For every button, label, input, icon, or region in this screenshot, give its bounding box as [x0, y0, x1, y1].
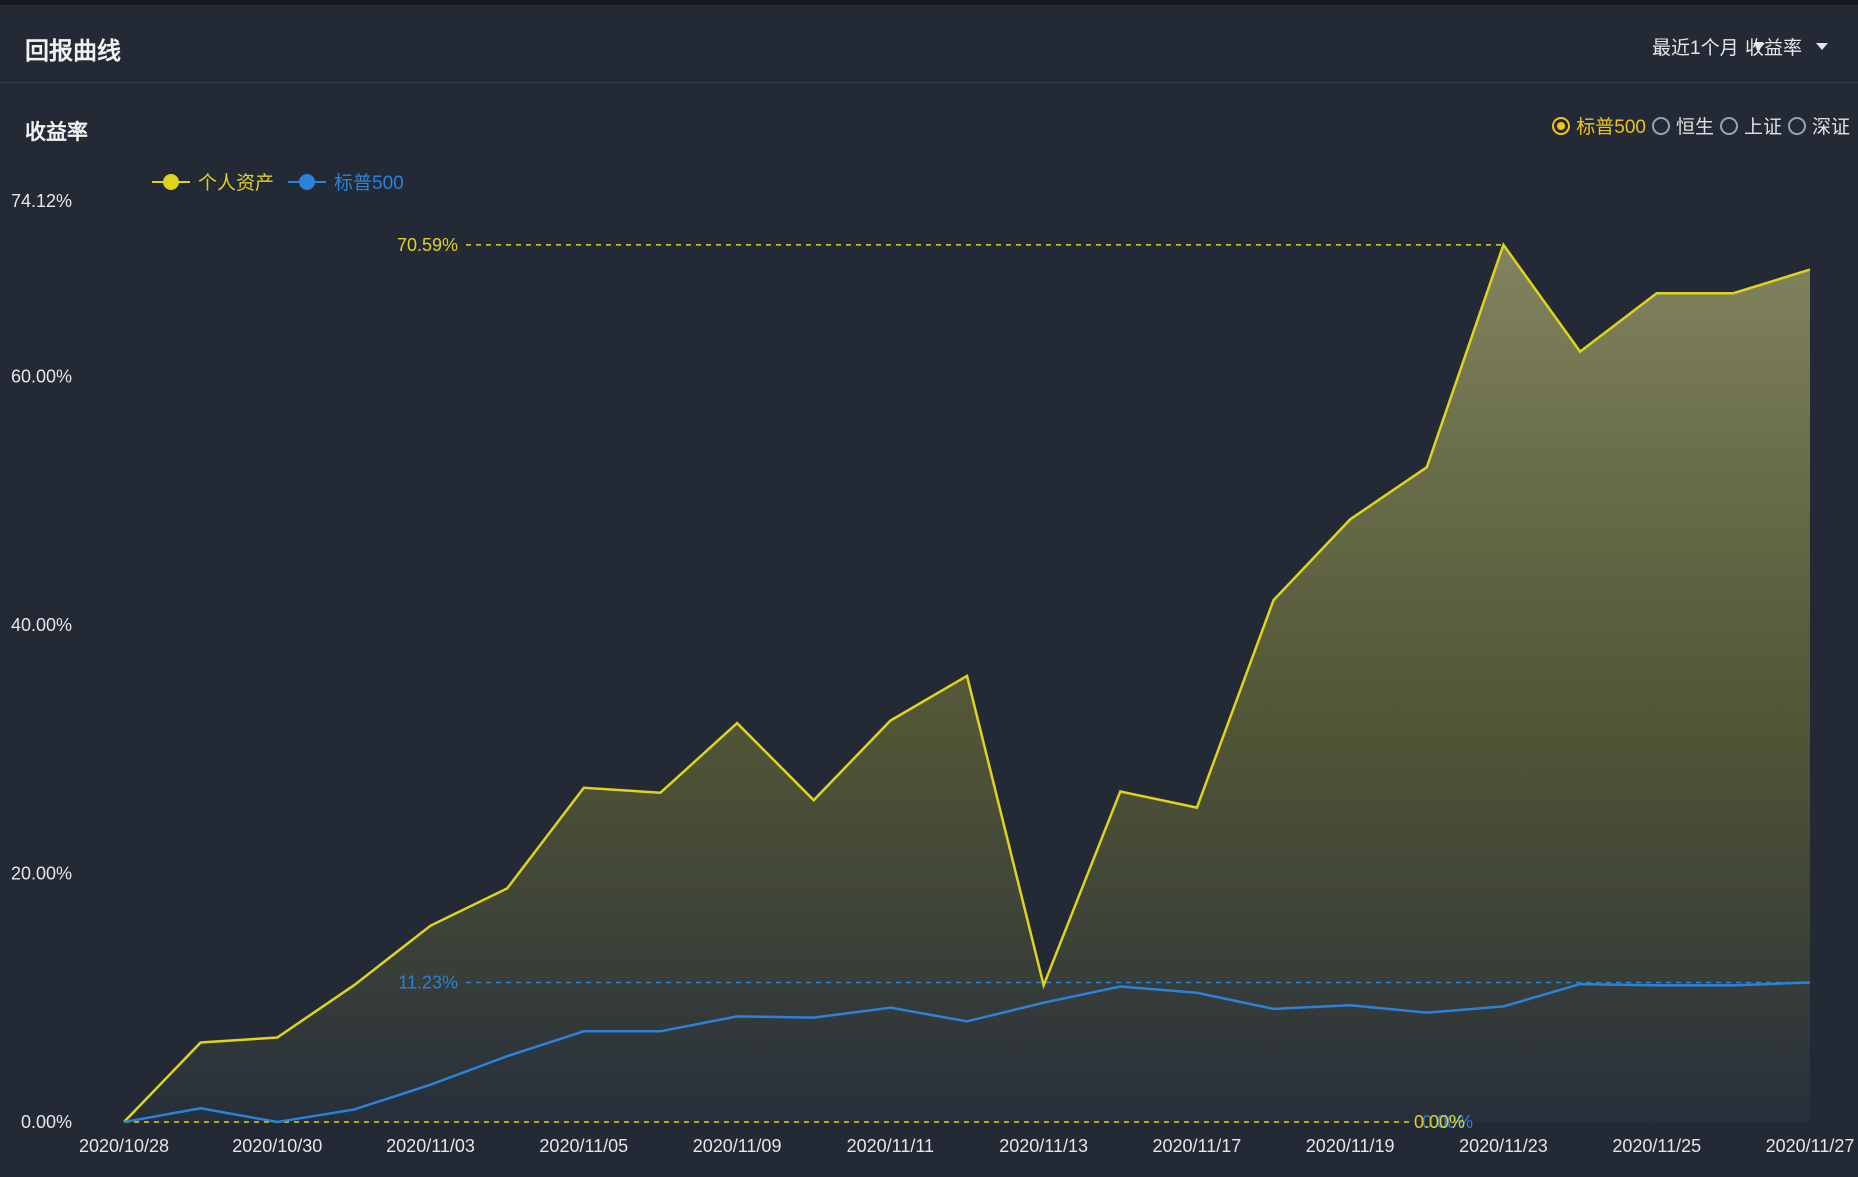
max-marker-label: 70.59%	[397, 235, 458, 255]
benchmark-series-line	[123, 981, 1811, 1124]
x-tick-label: 2020/11/19	[1306, 1136, 1395, 1156]
x-tick-label: 2020/11/05	[539, 1136, 628, 1156]
radio-label: 恒生	[1675, 117, 1714, 138]
personal-area	[124, 244, 1810, 1123]
x-tick-label: 2020/11/27	[1766, 1136, 1855, 1156]
period-dropdown[interactable]: 最近1个月	[1652, 33, 1765, 60]
caret-down-icon	[1752, 43, 1765, 50]
legend-personal-marker-icon	[152, 173, 190, 191]
benchmark-radio-group: 标普500 恒生 上证 深证	[1546, 112, 1850, 139]
x-tick-label: 2020/11/17	[1153, 1136, 1242, 1156]
x-tick-label: 2020/11/23	[1459, 1136, 1548, 1156]
radio-sp500[interactable]: 标普500	[1552, 112, 1646, 139]
legend-label: 个人资产	[198, 173, 275, 194]
metric-dropdown-label: 收益率	[1745, 38, 1803, 59]
x-tick-label: 2020/10/28	[79, 1136, 169, 1156]
zero-marker-label-benchmark: 0.00%	[1422, 1112, 1473, 1132]
y-tick-label: 0.00%	[21, 1112, 72, 1132]
y-tick-label: 60.00%	[11, 366, 72, 386]
personal-series-line	[123, 242, 1811, 1123]
radio-label: 上证	[1743, 117, 1782, 138]
radio-label: 深证	[1811, 117, 1850, 138]
x-tick-label: 2020/10/30	[232, 1136, 322, 1156]
radio-shenzhen[interactable]: 深证	[1787, 112, 1850, 139]
window-top-border	[0, 0, 1858, 5]
chart-legend: 个人资产 标普500	[152, 168, 418, 195]
header-bar: 回报曲线 最近1个月 收益率	[0, 5, 1858, 83]
y-tick-label: 20.00%	[11, 863, 72, 883]
radio-unchecked-icon	[1719, 116, 1738, 135]
radio-hangseng[interactable]: 恒生	[1651, 112, 1714, 139]
legend-item-personal[interactable]: 个人资产	[152, 168, 274, 195]
metric-dropdown[interactable]: 收益率	[1745, 33, 1829, 60]
x-tick-label: 2020/11/11	[847, 1136, 934, 1156]
period-dropdown-label: 最近1个月	[1652, 38, 1739, 59]
caret-down-icon	[1816, 43, 1829, 50]
radio-checked-icon	[1552, 116, 1571, 135]
radio-shanghai[interactable]: 上证	[1719, 112, 1782, 139]
page-title: 回报曲线	[25, 38, 121, 65]
legend-label: 标普500	[334, 173, 404, 194]
zero-marker-label: 0.00%	[1414, 1112, 1465, 1132]
radio-label: 标普500	[1576, 117, 1646, 138]
legend-item-benchmark[interactable]: 标普500	[288, 168, 404, 195]
x-tick-label: 2020/11/03	[386, 1136, 475, 1156]
x-tick-label: 2020/11/09	[693, 1136, 782, 1156]
x-tick-label: 2020/11/13	[999, 1136, 1088, 1156]
radio-unchecked-icon	[1651, 116, 1670, 135]
benchmark-marker-label: 11.23%	[398, 972, 458, 992]
y-tick-label: 74.12%	[11, 191, 72, 211]
legend-benchmark-marker-icon	[288, 173, 327, 191]
section-title: 收益率	[25, 121, 88, 144]
y-tick-label: 40.00%	[11, 615, 72, 635]
radio-unchecked-icon	[1787, 116, 1806, 135]
x-tick-label: 2020/11/25	[1612, 1136, 1701, 1156]
